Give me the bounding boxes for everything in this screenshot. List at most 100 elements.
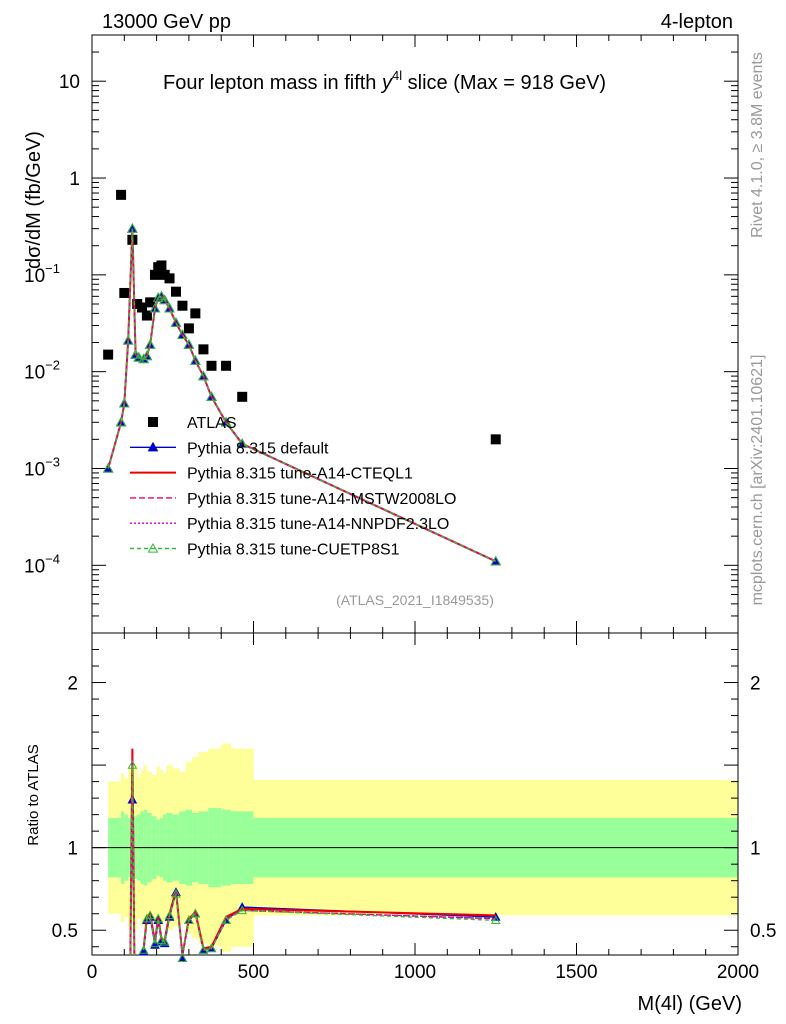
x-tick-label: 2000 [717,962,759,983]
ratio-panel: 0 500 1000 1500 2000 2 2 1 1 0.5 0.5 [52,632,776,983]
ratio-marker [490,915,501,925]
ratio-marker [150,938,160,948]
x-tick-label: 1000 [394,962,436,983]
chart-title-symbol: y [380,72,393,94]
ratio-tick-label: 2 [67,674,78,695]
y-tick-label: 10−1 [24,261,60,287]
mc-marker [133,351,145,362]
legend-marker [147,542,159,553]
mc-marker [144,339,156,349]
mc-marker [127,223,138,233]
atlas-data-point [221,360,232,371]
ratio-marker [177,953,188,963]
mc-marker [183,339,195,349]
legend-atlas-label: ATLAS [187,415,237,432]
atlas-data-point [206,360,217,371]
y-tick-label-exponent: −3 [45,454,60,469]
y-tick-label-base: 10 [24,556,45,577]
ratio-marker [206,943,217,953]
mc-marker [118,397,130,408]
chart-title-main: Four lepton mass in fifth [163,72,382,94]
atlas-data-point [103,349,114,360]
ratio-marker [164,910,175,920]
y-tick-label-exponent: −2 [45,358,60,373]
ratio-marker [221,915,231,925]
y-tick-label-exponent: −1 [45,261,60,276]
y-tick-label-exponent: −4 [45,551,60,566]
ratio-axis-label: Ratio to ATLAS [25,744,42,845]
ratio-marker [145,910,155,920]
ratio-peak-line [129,765,136,956]
ratio-marker [153,913,164,923]
y-tick-label-base: 10 [24,459,45,480]
atlas-data-point [116,189,127,200]
ratio-marker [237,905,248,915]
ratio-series-lines [127,748,501,963]
ratio-frame [91,632,739,956]
y-axis-label: dσ/dM (fb/GeV) [23,131,45,269]
mc-marker [164,302,175,313]
mc-series-lines [102,223,502,566]
y-tick-label-base: 10 [24,363,45,384]
analysis-tag: (ATLAS_2021_I1849535) [336,592,494,608]
y-tick-label: 10 [59,72,80,93]
mc-marker [102,462,114,473]
header-right: 4-lepton [661,11,733,33]
mc-marker [490,555,502,566]
atlas-data-point [145,297,156,308]
x-tick-label: 500 [238,962,270,983]
ratio-tick-label: 1 [67,839,78,860]
mc-marker [170,317,182,327]
mc-marker [152,292,164,302]
atlas-data-point [490,434,501,445]
mc-marker [206,391,217,401]
atlas-data-point [170,286,181,297]
x-axis-label: M(4l) (GeV) [638,993,742,1015]
mc-marker [156,290,167,301]
mc-marker [198,370,209,381]
ratio-marker [138,945,149,954]
atlas-data-point [137,302,148,313]
mc-marker [190,355,201,365]
ratio-marker [159,936,170,946]
atlas-data-point [237,391,248,402]
chart-title-tail: slice (Max = 918 GeV) [402,72,606,94]
x-tick-label: 0 [87,962,98,983]
legend-label: Pythia 8.315 default [187,440,329,457]
ratio-tick-label-right: 2 [750,674,761,695]
atlas-data-point [119,287,130,298]
chart-title: Four lepton mass in fifth y4l slice (Max… [163,68,606,94]
y-tick-label-base: 10 [24,266,45,287]
ratio-marker [184,915,194,925]
legend-label: Pythia 8.315 tune-CUETP8S1 [187,542,400,559]
mc-marker [220,416,232,427]
mc-marker [122,334,134,345]
mc-marker [177,329,188,339]
ratio-line [142,892,496,956]
mc-marker [115,416,127,427]
ratio-tick-label-right: 1 [750,839,761,860]
y-tick-label: 10−3 [24,454,60,480]
atlas-data-point [156,260,167,271]
atlas-data-point [149,269,160,280]
ratio-line [142,893,496,956]
ratio-marker [198,945,209,954]
mc-marker [141,350,153,361]
legend-label: Pythia 8.315 tune-A14-NNPDF2.3LO [187,516,449,533]
mc-marker [149,302,161,313]
atlas-data-point [141,310,152,321]
atlas-data-point [177,300,188,311]
header-left: 13000 GeV pp [102,11,231,33]
y-tick-label: 10−2 [24,358,60,384]
legend: ATLAS Pythia 8.315 default Pythia 8.315 tu… [130,415,456,559]
ratio-marker [171,888,181,898]
legend-marker [147,441,159,452]
mc-marker [236,438,248,448]
y-tick-label: 1 [69,169,80,190]
rivet-version-label: Rivet 4.1.0, ≥ 3.8M events [749,52,766,238]
atlas-data-point [164,273,175,284]
x-tick-label: 1500 [555,962,597,983]
mcplots-label: mcplots.cern.ch [arXiv:2401.10621] [749,355,766,606]
mc-marker [138,353,150,364]
